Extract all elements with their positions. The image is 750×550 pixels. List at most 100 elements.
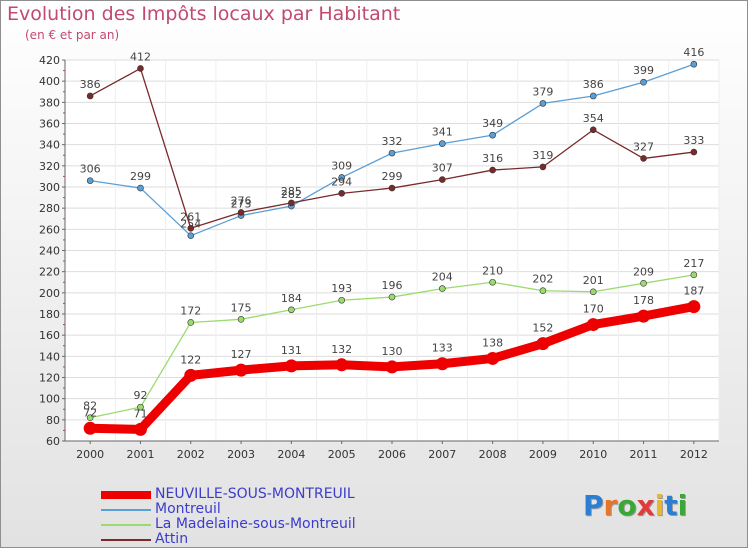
data-label-attin-2007: 307 [432, 162, 453, 175]
logo-letter: r [603, 489, 618, 522]
data-label-montreuil-2009: 379 [532, 85, 553, 98]
logo-letter: o [617, 489, 637, 522]
y-tick-label-360: 360 [39, 118, 60, 131]
point-montreuil-2007 [439, 140, 446, 147]
y-tick-label-180: 180 [39, 308, 60, 321]
data-label-montreuil-2005: 309 [331, 159, 352, 172]
point-attin-2004 [288, 199, 295, 207]
legend-swatch-neuville-sous-montreuil [101, 490, 151, 499]
data-label-neuville-sous-montreuil-2012: 187 [683, 285, 704, 298]
point-attin-2009 [539, 163, 547, 171]
legend-item-neuville-sous-montreuil: NEUVILLE-SOUS-MONTREUIL [101, 487, 356, 502]
data-label-la-madelaine-sous-montreuil-2010: 201 [583, 274, 604, 287]
point-attin-2006 [388, 184, 396, 192]
point-attin-2010 [589, 126, 597, 134]
data-label-la-madelaine-sous-montreuil-2002: 172 [180, 304, 201, 317]
y-tick-label-400: 400 [39, 75, 60, 88]
logo-letter: P [583, 489, 604, 522]
point-montreuil-2006 [388, 149, 396, 157]
point-la-madelaine-sous-montreuil-2008 [489, 278, 496, 286]
data-label-attin-2000: 386 [80, 78, 101, 91]
point-la-madelaine-sous-montreuil-2003 [237, 315, 245, 323]
data-label-la-madelaine-sous-montreuil-2007: 204 [432, 271, 453, 284]
x-tick-label-2003: 2003 [227, 448, 255, 461]
data-label-la-madelaine-sous-montreuil-2005: 193 [331, 282, 352, 295]
data-label-neuville-sous-montreuil-2010: 170 [583, 303, 604, 316]
point-montreuil-2011 [640, 78, 647, 86]
x-tick-label-2009: 2009 [529, 448, 557, 461]
data-label-montreuil-2000: 306 [80, 163, 101, 176]
point-neuville-sous-montreuil-2000 [83, 421, 97, 435]
data-label-montreuil-2001: 299 [130, 170, 151, 183]
data-label-neuville-sous-montreuil-2011: 178 [633, 294, 654, 307]
logo-letter: x [636, 489, 655, 522]
point-la-madelaine-sous-montreuil-2005 [338, 296, 345, 304]
data-label-attin-2008: 316 [482, 152, 503, 165]
data-label-la-madelaine-sous-montreuil-2000: 82 [83, 400, 97, 413]
data-label-montreuil-2008: 349 [482, 117, 503, 130]
x-tick-label-2012: 2012 [680, 448, 708, 461]
data-label-attin-2005: 294 [331, 175, 352, 188]
y-tick-label-200: 200 [39, 287, 60, 300]
point-la-madelaine-sous-montreuil-2002 [187, 319, 195, 326]
data-label-attin-2006: 299 [382, 170, 403, 183]
x-tick-label-2002: 2002 [177, 448, 205, 461]
data-label-la-madelaine-sous-montreuil-2009: 202 [532, 273, 553, 286]
point-neuville-sous-montreuil-2004 [284, 359, 298, 373]
point-attin-2001 [137, 65, 144, 72]
point-attin-2012 [690, 148, 698, 156]
point-la-madelaine-sous-montreuil-2007 [439, 285, 446, 292]
data-label-neuville-sous-montreuil-2004: 131 [281, 344, 302, 357]
legend-swatch-la-madelaine-sous-montreuil [101, 523, 151, 526]
point-montreuil-2012 [690, 60, 698, 68]
data-label-neuville-sous-montreuil-2000: 72 [83, 406, 97, 419]
point-la-madelaine-sous-montreuil-2009 [539, 287, 547, 295]
legend-label-attin: Attin [155, 531, 189, 547]
y-tick-label-420: 420 [39, 54, 60, 67]
point-neuville-sous-montreuil-2008 [486, 351, 500, 365]
data-label-la-madelaine-sous-montreuil-2001: 92 [133, 389, 147, 402]
point-attin-2011 [640, 155, 647, 162]
point-montreuil-2008 [489, 131, 496, 139]
y-tick-label-220: 220 [39, 266, 60, 279]
x-tick-label-2010: 2010 [579, 448, 607, 461]
data-label-la-madelaine-sous-montreuil-2008: 210 [482, 264, 503, 277]
data-label-montreuil-2002: 254 [180, 218, 201, 231]
legend-label-la-madelaine-sous-montreuil: La Madelaine-sous-Montreuil [155, 516, 356, 532]
data-label-montreuil-2004: 282 [281, 188, 302, 201]
data-label-attin-2002: 261 [180, 210, 201, 223]
data-label-montreuil-2003: 273 [231, 198, 252, 211]
point-neuville-sous-montreuil-2012 [687, 300, 701, 314]
y-tick-label-100: 100 [39, 393, 60, 406]
point-neuville-sous-montreuil-2007 [435, 357, 449, 371]
point-attin-2002 [187, 224, 195, 232]
x-tick-label-2000: 2000 [76, 448, 104, 461]
point-neuville-sous-montreuil-2009 [536, 337, 550, 351]
logo-letter: t [664, 489, 678, 522]
legend-label-montreuil: Montreuil [155, 501, 221, 517]
chart-title: Evolution des Impôts locaux par Habitant [7, 3, 401, 25]
proxiti-logo: Proxiti [583, 489, 687, 522]
data-label-montreuil-2011: 399 [633, 64, 654, 77]
data-label-la-madelaine-sous-montreuil-2003: 175 [231, 301, 252, 314]
data-label-neuville-sous-montreuil-2008: 138 [482, 336, 503, 349]
point-attin-2003 [237, 209, 245, 216]
point-attin-2008 [489, 166, 496, 174]
y-tick-label-300: 300 [39, 181, 60, 194]
y-tick-label-320: 320 [39, 160, 60, 173]
data-label-attin-2010: 354 [583, 112, 604, 125]
x-tick-label-2001: 2001 [126, 448, 154, 461]
y-tick-label-280: 280 [39, 202, 60, 215]
data-label-la-madelaine-sous-montreuil-2006: 196 [382, 279, 403, 292]
point-la-madelaine-sous-montreuil-2011 [640, 280, 647, 287]
data-label-attin-2012: 333 [683, 134, 704, 147]
point-attin-2007 [439, 176, 446, 183]
point-montreuil-2005 [338, 174, 345, 181]
y-tick-label-380: 380 [39, 96, 60, 109]
point-la-madelaine-sous-montreuil-2006 [388, 293, 396, 301]
y-tick-label-60: 60 [46, 435, 60, 448]
x-tick-label-2005: 2005 [328, 448, 356, 461]
legend-item-attin: Attin [101, 532, 356, 547]
